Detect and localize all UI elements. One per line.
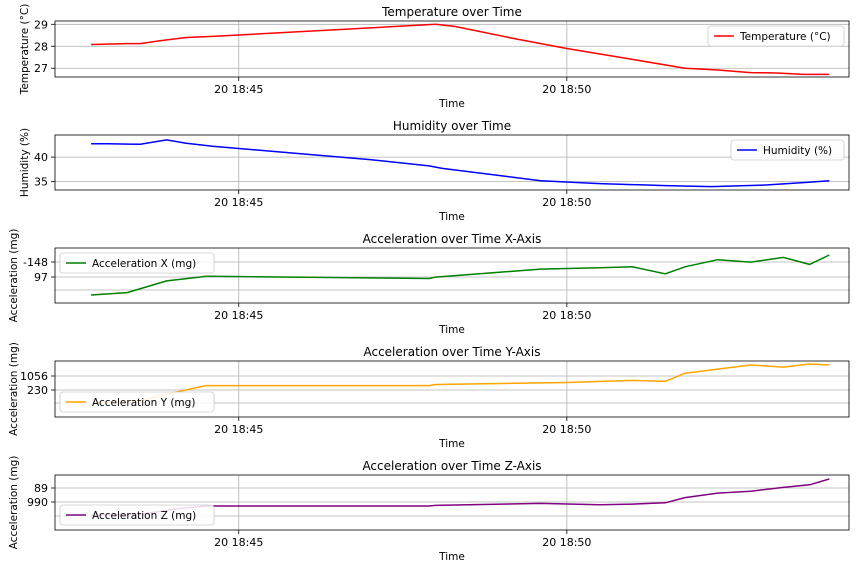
- y-tick-label: 97: [34, 271, 48, 284]
- y-axis-label: Acceleration (mg): [8, 456, 20, 550]
- axes-frame: [54, 134, 850, 191]
- x-axis-label: Time: [438, 551, 465, 563]
- chart-panel-3: 20 18:45 20 18:50 97 -148 Acceleration over …: [8, 229, 850, 336]
- legend: Humidity (%): [730, 139, 845, 161]
- chart-title: Acceleration over Time X-Axis: [363, 232, 542, 246]
- y-axis-label: Acceleration (mg): [8, 229, 20, 323]
- x-tick-label: 20 18:45: [214, 536, 263, 549]
- series-line-temperature-c-: [91, 23, 830, 76]
- legend-box: [59, 391, 215, 413]
- legend-box: [59, 504, 215, 526]
- legend: Acceleration X (mg): [59, 252, 215, 274]
- axes-frame: [54, 20, 850, 78]
- x-tick-label: 20 18:50: [542, 423, 591, 436]
- series-line-acceleration-y-mg-: [91, 363, 830, 404]
- y-axis-label: Acceleration (mg): [8, 342, 20, 436]
- y-tick-label: 28: [34, 40, 48, 53]
- chart-panel-1: 20 18:45 20 18:50 27 28 29 Temperature over T…: [19, 4, 850, 110]
- x-axis-label: Time: [438, 324, 465, 336]
- x-tick-label: 20 18:45: [214, 423, 263, 436]
- series-line-acceleration-x-mg-: [91, 254, 830, 296]
- legend-label: Temperature (°C): [739, 31, 831, 43]
- legend-label: Acceleration X (mg): [92, 258, 196, 270]
- y-tick-label: 27: [34, 62, 48, 75]
- x-tick-label: 20 18:50: [542, 309, 591, 322]
- legend-box: [707, 25, 845, 47]
- y-tick-label: 1056: [20, 370, 48, 383]
- legend-label: Acceleration Z (mg): [92, 510, 196, 522]
- y-tick-label: 40: [34, 151, 48, 164]
- legend-box: [730, 139, 845, 161]
- y-axis-label: Humidity (%): [19, 128, 31, 197]
- legend: Temperature (°C): [707, 25, 845, 47]
- x-tick-label: 20 18:45: [214, 196, 263, 209]
- x-axis-label: Time: [438, 98, 465, 110]
- axes-frame: [54, 474, 850, 531]
- legend-box: [59, 252, 215, 274]
- legend-label: Humidity (%): [763, 145, 832, 157]
- chart-title: Acceleration over Time Y-Axis: [363, 345, 540, 359]
- chart-title: Humidity over Time: [393, 119, 511, 133]
- y-tick-label: 990: [27, 496, 48, 509]
- chart-panel-2: 20 18:45 20 18:50 35 40 Humidity over Time Ti…: [19, 119, 850, 223]
- x-tick-label: 20 18:50: [542, 83, 591, 96]
- y-tick-label: -148: [23, 256, 48, 269]
- x-tick-label: 20 18:50: [542, 536, 591, 549]
- y-axis-label: Temperature (°C): [19, 4, 31, 96]
- y-tick-label: 29: [34, 18, 48, 31]
- axes-frame: [54, 360, 850, 418]
- x-axis-label: Time: [438, 211, 465, 223]
- chart-title: Temperature over Time: [381, 5, 522, 19]
- legend-label: Acceleration Y (mg): [92, 397, 195, 409]
- y-tick-label: 35: [34, 176, 48, 189]
- x-tick-label: 20 18:45: [214, 309, 263, 322]
- x-tick-label: 20 18:45: [214, 83, 263, 96]
- x-axis-label: Time: [438, 438, 465, 450]
- y-tick-label: 89: [34, 482, 48, 495]
- x-tick-label: 20 18:50: [542, 196, 591, 209]
- series-line-humidity-: [91, 139, 830, 188]
- chart-title: Acceleration over Time Z-Axis: [362, 459, 541, 473]
- axes-frame: [54, 247, 850, 304]
- legend: Acceleration Y (mg): [59, 391, 215, 413]
- y-tick-label: 230: [27, 384, 48, 397]
- legend: Acceleration Z (mg): [59, 504, 215, 526]
